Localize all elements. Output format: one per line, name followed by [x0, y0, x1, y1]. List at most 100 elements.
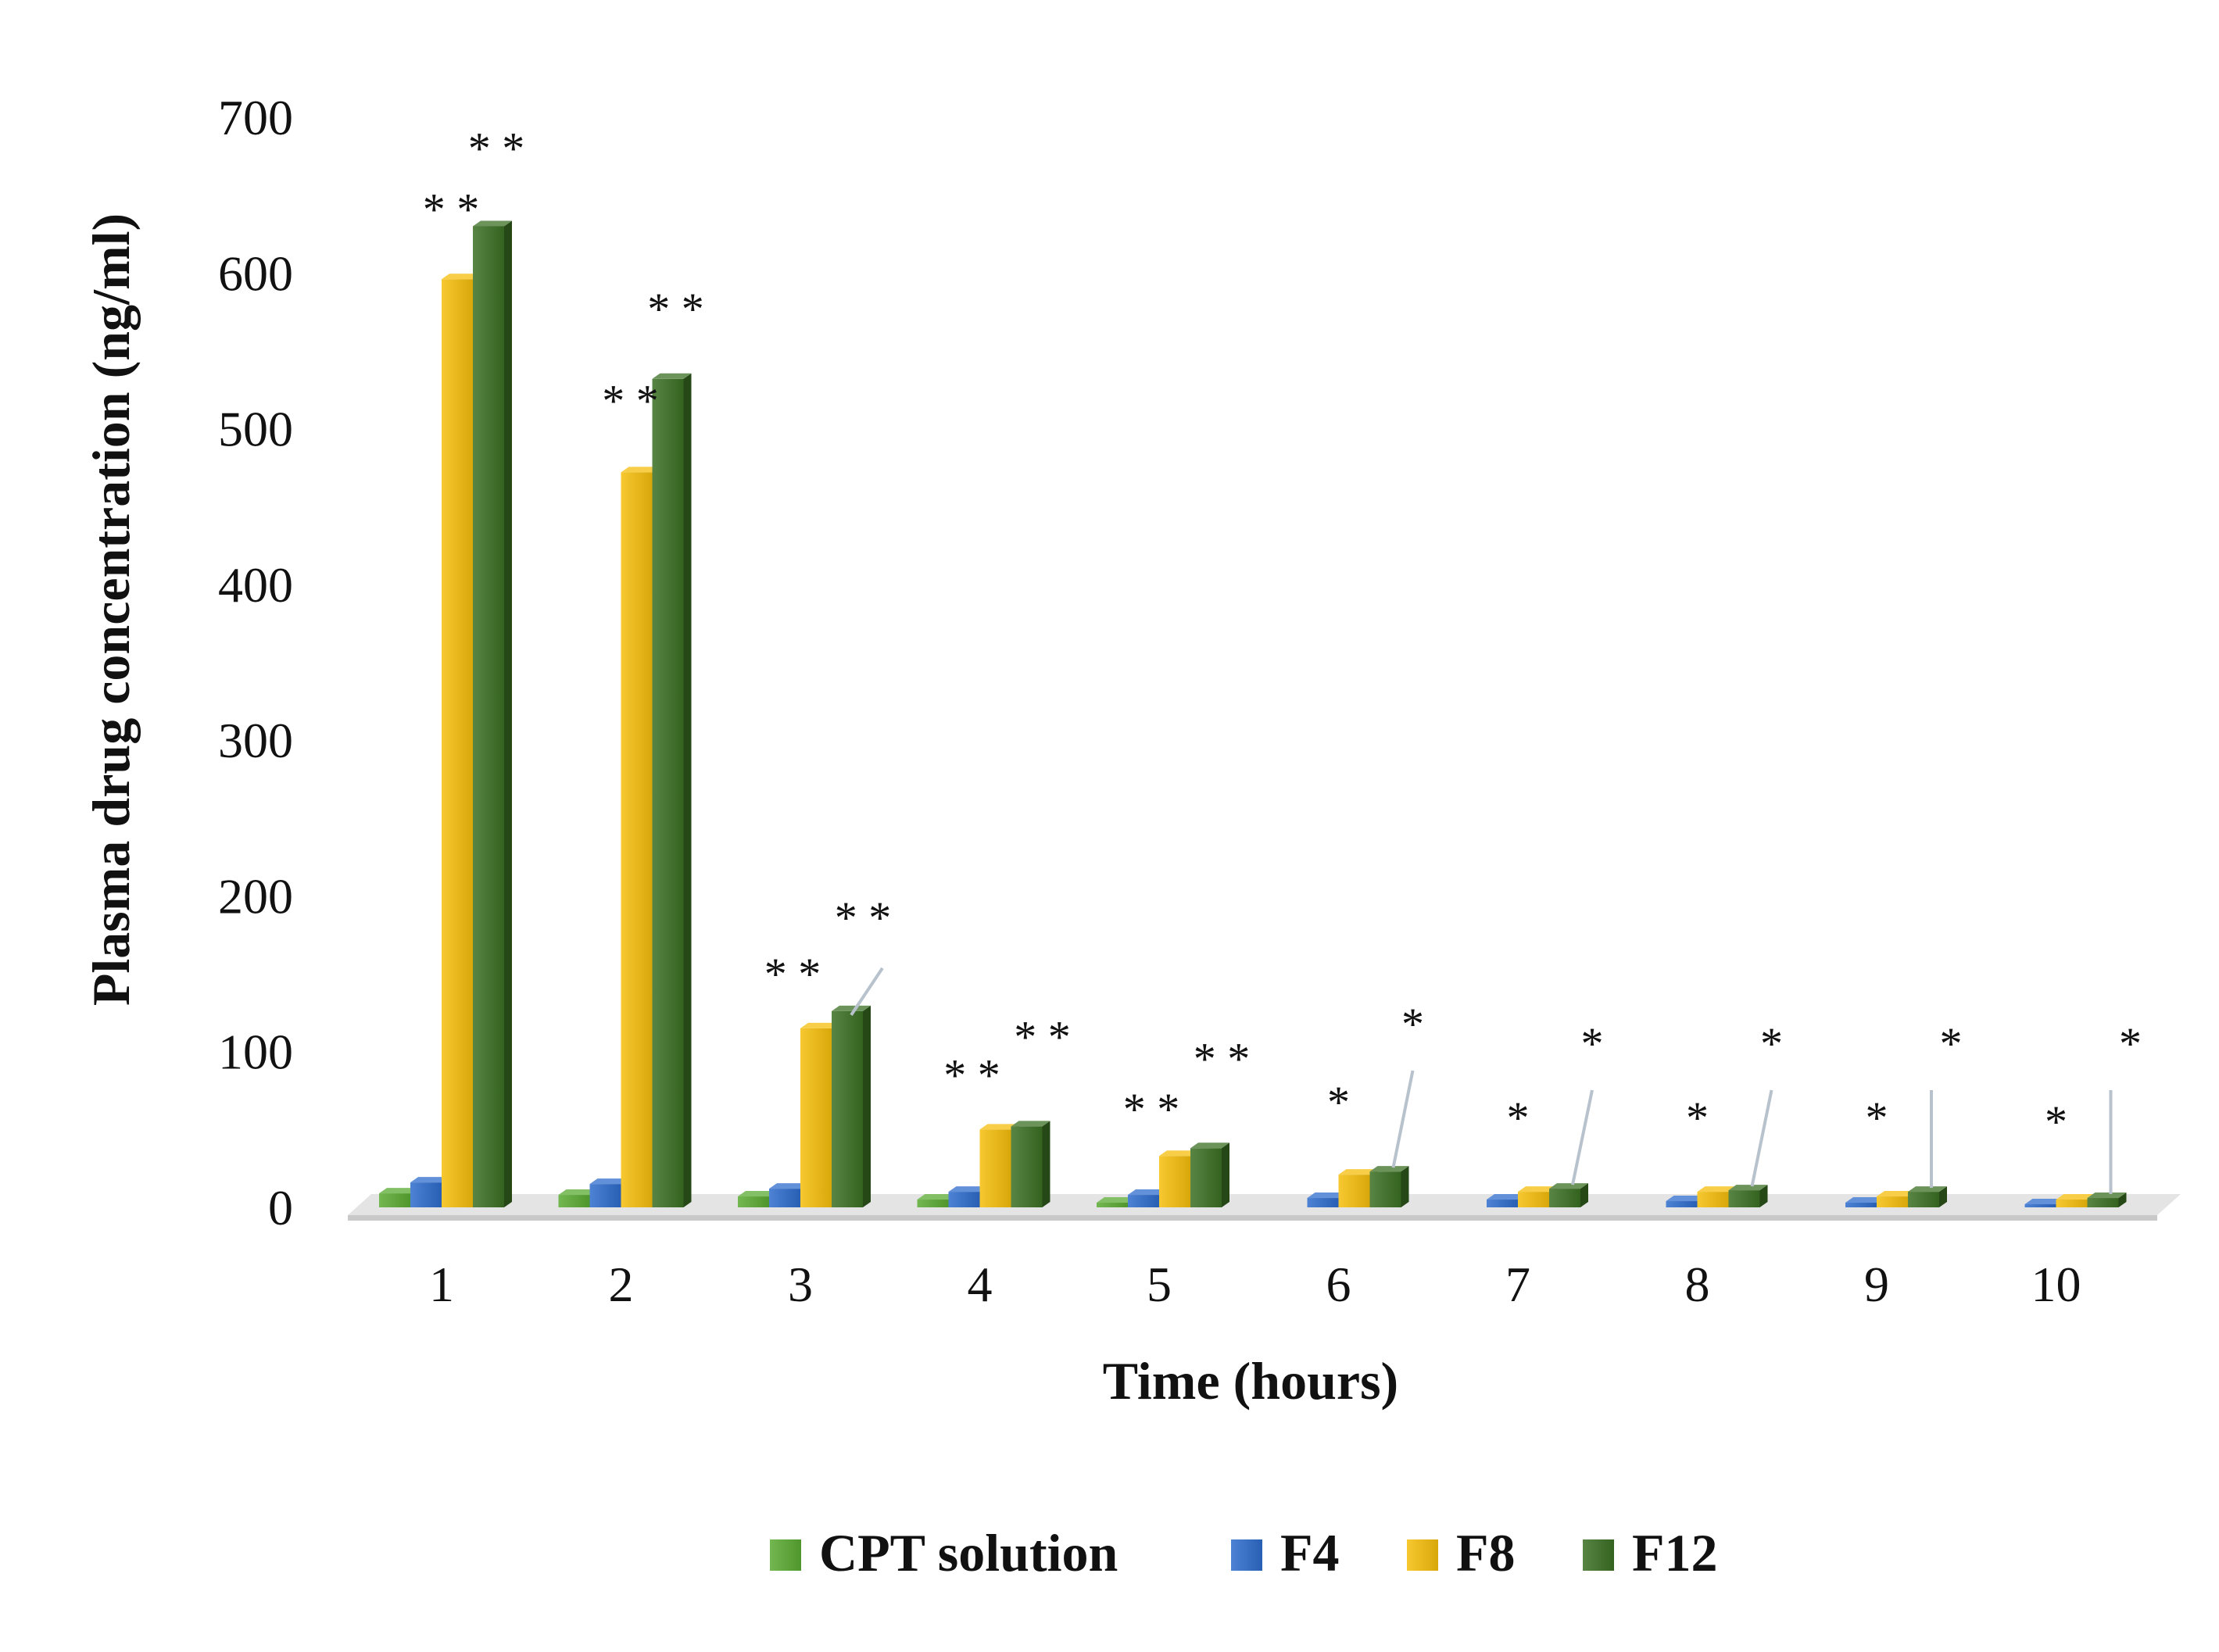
- significance-label: *: [1507, 1092, 1530, 1143]
- bar-front: [621, 472, 653, 1207]
- bar-side: [1580, 1183, 1588, 1207]
- bar: [473, 220, 512, 1207]
- bar-top: [1011, 1121, 1050, 1127]
- x-axis-title: Time (hours): [1103, 1351, 1398, 1411]
- legend-label: F12: [1632, 1523, 1718, 1582]
- significance-label: *: [1327, 1077, 1350, 1128]
- bar: [1549, 1183, 1588, 1207]
- bar-side: [1222, 1142, 1229, 1207]
- significance-label: * *: [1014, 1011, 1071, 1062]
- bar-top: [917, 1194, 957, 1200]
- bar-top: [832, 1005, 871, 1011]
- legend-label: CPT solution: [819, 1523, 1118, 1582]
- bar-front: [1128, 1195, 1159, 1207]
- bar-top: [1908, 1186, 1947, 1193]
- bar-top: [1877, 1191, 1916, 1197]
- bar-top: [979, 1124, 1019, 1130]
- significance-label: *: [1686, 1092, 1709, 1143]
- y-tick-label: 0: [268, 1180, 293, 1235]
- bar-front: [1877, 1196, 1908, 1207]
- significance-label: *: [1866, 1092, 1888, 1143]
- bar-front: [769, 1189, 800, 1207]
- bar-top: [2087, 1193, 2127, 1199]
- x-tick-label: 3: [788, 1257, 813, 1312]
- bar: [1190, 1142, 1229, 1207]
- legend-item: F12: [1583, 1523, 1718, 1582]
- significance-label: *: [1760, 1018, 1783, 1069]
- legend-swatch: [1583, 1539, 1614, 1571]
- significance-leader-line: [1750, 1089, 1773, 1187]
- y-axis-ticks: 0 100 200 300 400 500 600 700: [218, 90, 293, 1235]
- y-axis-title: Plasma drug concentration (ng/ml): [81, 213, 141, 1006]
- bar-top: [1128, 1189, 1167, 1196]
- significance-label: * *: [764, 949, 821, 999]
- significance-label: * *: [835, 892, 892, 943]
- significance-leader-line: [1571, 1089, 1594, 1185]
- significance-label: * *: [1194, 1033, 1251, 1084]
- bar-top: [442, 274, 481, 280]
- significance-label: * *: [468, 123, 525, 174]
- bar-top: [1487, 1194, 1526, 1200]
- bar-top: [652, 373, 692, 379]
- significance-label: * *: [1123, 1084, 1180, 1135]
- x-tick-label: 5: [1147, 1257, 1172, 1312]
- x-tick-label: 8: [1685, 1257, 1710, 1312]
- bar-front: [558, 1195, 590, 1207]
- bar-side: [1759, 1185, 1768, 1207]
- bar-front: [1697, 1192, 1729, 1207]
- legend-label: F8: [1456, 1523, 1516, 1582]
- bar-top: [1728, 1185, 1768, 1191]
- bar-front: [917, 1200, 949, 1207]
- bar-top: [379, 1188, 418, 1194]
- legend-item: CPT solution: [770, 1523, 1118, 1582]
- legend-swatch: [770, 1539, 801, 1571]
- bar-front: [1908, 1192, 1939, 1207]
- bar: [1369, 1166, 1409, 1207]
- bar-front: [410, 1182, 442, 1207]
- floor-edge: [348, 1215, 2157, 1221]
- bar-top: [800, 1022, 839, 1028]
- legend: CPT solution F4 F8 F12: [770, 1523, 1718, 1582]
- bar-top: [1338, 1169, 1378, 1175]
- bar-top: [1697, 1186, 1737, 1193]
- bar-top: [473, 220, 512, 227]
- significance-label: * *: [423, 184, 480, 234]
- bar-front: [652, 378, 684, 1207]
- bar-front: [1666, 1201, 1698, 1207]
- legend-swatch: [1231, 1539, 1262, 1571]
- bar-front: [379, 1193, 410, 1207]
- bar-front: [1097, 1203, 1128, 1207]
- bar-top: [769, 1183, 808, 1189]
- significance-label: * *: [647, 284, 704, 334]
- bar-front: [589, 1184, 621, 1207]
- bar-front: [1369, 1171, 1401, 1207]
- legend-item: F4: [1231, 1523, 1340, 1582]
- bar-front: [1190, 1148, 1222, 1207]
- bar-front: [1728, 1190, 1760, 1207]
- x-tick-label: 7: [1505, 1257, 1530, 1312]
- bar-front: [979, 1129, 1011, 1207]
- y-tick-label: 200: [218, 868, 293, 924]
- bar-side: [2118, 1193, 2127, 1207]
- x-axis-ticks: 1 2 3 4 5 6 7 8 9 10: [429, 1257, 2081, 1312]
- significance-label: * *: [943, 1049, 1000, 1100]
- bar-top: [621, 467, 660, 473]
- bar: [1728, 1185, 1768, 1207]
- bar: [652, 373, 692, 1207]
- bar: [832, 1005, 871, 1207]
- bar-side: [863, 1005, 871, 1207]
- significance-leader-line: [1391, 1070, 1415, 1168]
- bar-top: [410, 1177, 449, 1183]
- bar-front: [1338, 1175, 1370, 1207]
- bar-front: [1487, 1200, 1518, 1207]
- y-tick-label: 700: [218, 90, 293, 145]
- bar-front: [1518, 1192, 1549, 1207]
- bars: [379, 220, 2127, 1208]
- significance-label: *: [1940, 1018, 1963, 1069]
- bar-top: [1518, 1186, 1557, 1193]
- bar-front: [948, 1192, 980, 1207]
- bar-top: [2024, 1199, 2064, 1205]
- bar-top: [1190, 1142, 1229, 1149]
- x-tick-label: 4: [968, 1257, 993, 1312]
